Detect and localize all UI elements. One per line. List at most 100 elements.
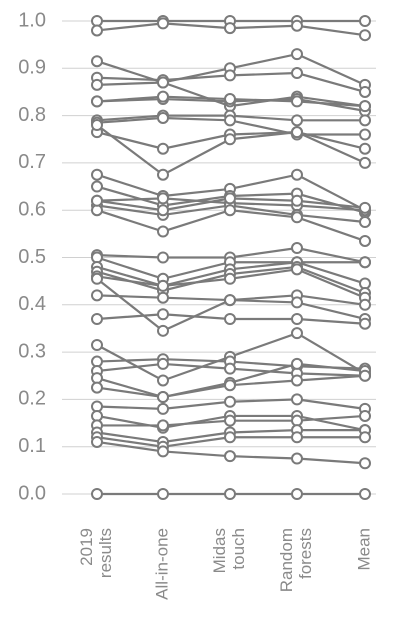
- point: [157, 251, 169, 264]
- point: [291, 312, 303, 325]
- point: [291, 296, 303, 309]
- point: [224, 22, 236, 35]
- point: [157, 90, 169, 103]
- point: [157, 391, 169, 404]
- point: [157, 324, 169, 337]
- point: [157, 357, 169, 370]
- point: [291, 431, 303, 444]
- point: [291, 488, 303, 500]
- point: [359, 298, 371, 311]
- point: [224, 294, 236, 307]
- point: [91, 289, 103, 302]
- point: [359, 409, 371, 422]
- point: [359, 114, 371, 127]
- point: [224, 114, 236, 127]
- point: [359, 29, 371, 42]
- point: [291, 95, 303, 108]
- point: [359, 201, 371, 214]
- y-tick-label: 0.8: [18, 104, 46, 126]
- x-tick-label: Random: [277, 528, 296, 592]
- point: [224, 414, 236, 427]
- point: [224, 431, 236, 444]
- point: [157, 374, 169, 387]
- point: [91, 95, 103, 108]
- x-tick-label: All-in-one: [152, 528, 171, 600]
- point: [359, 15, 371, 27]
- point: [91, 119, 103, 132]
- point: [359, 256, 371, 269]
- point: [359, 100, 371, 113]
- point: [91, 194, 103, 207]
- point: [291, 452, 303, 465]
- point: [91, 272, 103, 285]
- point: [359, 488, 371, 500]
- point: [359, 85, 371, 98]
- y-tick-label: 0.9: [18, 57, 46, 79]
- x-tick-label: touch: [229, 528, 248, 570]
- point: [359, 234, 371, 247]
- point: [291, 168, 303, 181]
- point: [157, 168, 169, 181]
- y-tick-label: 0.5: [18, 246, 46, 268]
- point: [359, 317, 371, 330]
- point: [91, 55, 103, 68]
- point: [291, 194, 303, 207]
- point: [157, 192, 169, 205]
- point: [359, 216, 371, 229]
- point: [91, 435, 103, 448]
- point: [359, 156, 371, 169]
- point: [224, 450, 236, 463]
- point: [224, 272, 236, 285]
- point: [224, 488, 236, 500]
- point: [291, 211, 303, 224]
- point: [224, 204, 236, 217]
- point: [157, 76, 169, 89]
- point: [359, 431, 371, 444]
- point: [291, 263, 303, 276]
- point: [157, 17, 169, 30]
- point: [359, 128, 371, 141]
- y-tick-label: 0.7: [18, 151, 46, 173]
- point: [224, 69, 236, 82]
- point: [157, 488, 169, 500]
- point: [157, 142, 169, 155]
- point: [91, 168, 103, 181]
- y-tick-label: 0.1: [18, 435, 46, 457]
- point: [91, 339, 103, 352]
- point: [91, 312, 103, 325]
- point: [157, 419, 169, 432]
- y-tick-label: 0.3: [18, 340, 46, 362]
- point: [291, 327, 303, 340]
- point: [224, 395, 236, 408]
- point: [157, 225, 169, 238]
- point: [157, 291, 169, 304]
- point: [91, 78, 103, 91]
- point: [291, 67, 303, 80]
- point: [224, 379, 236, 392]
- point: [291, 48, 303, 61]
- point: [157, 111, 169, 124]
- point: [157, 279, 169, 292]
- point: [291, 126, 303, 139]
- point: [224, 362, 236, 375]
- point: [291, 242, 303, 255]
- point: [359, 369, 371, 382]
- point: [359, 142, 371, 155]
- y-tick-label: 1.0: [18, 9, 46, 31]
- point: [291, 357, 303, 370]
- point: [91, 24, 103, 37]
- x-tick-label: Mean: [354, 528, 373, 571]
- point: [224, 93, 236, 106]
- y-tick-label: 0.2: [18, 388, 46, 410]
- point: [91, 488, 103, 500]
- point: [224, 192, 236, 205]
- point: [291, 19, 303, 32]
- point: [291, 393, 303, 406]
- y-tick-label: 0.6: [18, 198, 46, 220]
- y-tick-label: 0.4: [18, 293, 46, 315]
- y-tick-label: 0.0: [18, 482, 46, 504]
- point: [291, 114, 303, 127]
- point: [157, 445, 169, 458]
